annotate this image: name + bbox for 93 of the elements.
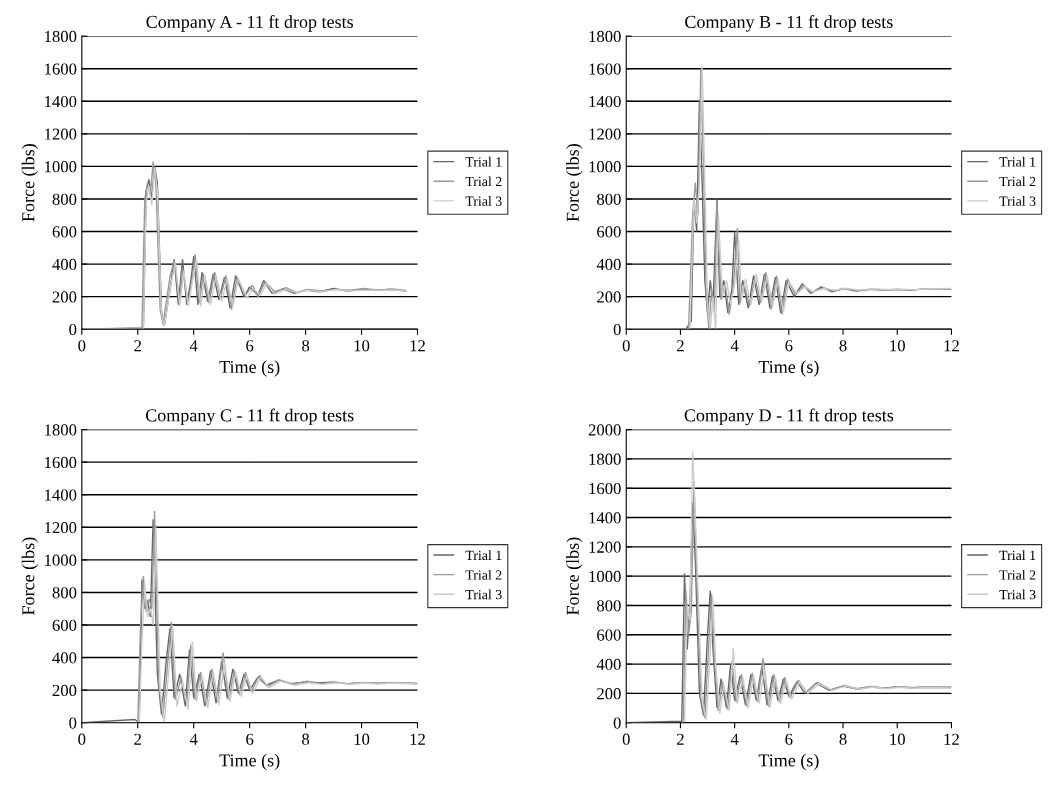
- y-axis-title: Force (lbs): [21, 537, 39, 615]
- y-tick-label: 0: [69, 323, 77, 336]
- x-axis-title: Time (s): [758, 360, 819, 377]
- y-tick-label: 1200: [45, 522, 77, 534]
- y-tick-label: 600: [52, 619, 77, 631]
- y-tick-label: 800: [597, 600, 621, 612]
- x-tick-label: 10: [890, 733, 905, 745]
- y-tick-label: 1800: [45, 424, 77, 436]
- y-tick-label: 1000: [589, 161, 621, 173]
- y-axis-title: Force (lbs): [566, 144, 583, 222]
- chart-title: Company A - 11 ft drop tests: [146, 15, 353, 32]
- x-tick-label: 8: [839, 340, 847, 352]
- x-tick-label: 12: [410, 340, 425, 352]
- legend-label: Trial 3: [465, 589, 502, 600]
- y-tick-label: 600: [597, 226, 621, 238]
- y-tick-label: 0: [613, 717, 621, 729]
- x-tick-label: 2: [134, 733, 142, 745]
- y-tick-label: 800: [597, 193, 621, 205]
- y-tick-label: 1200: [589, 541, 621, 553]
- y-tick-label: 1400: [45, 489, 77, 501]
- y-tick-label: 800: [52, 587, 77, 599]
- y-tick-label: 400: [596, 658, 621, 671]
- legend-label: Trial 2: [465, 176, 502, 187]
- y-tick-label: 1800: [45, 30, 77, 43]
- x-tick-label: 8: [839, 733, 847, 745]
- x-tick-label: 0: [78, 733, 86, 745]
- x-tick-label: 6: [785, 340, 793, 352]
- legend-label: Trial 3: [465, 196, 502, 206]
- y-tick-label: 1400: [589, 512, 621, 524]
- legend-label: Trial 1: [465, 550, 502, 561]
- x-tick-label: 0: [622, 340, 630, 352]
- y-tick-label: 1400: [589, 95, 621, 108]
- y-tick-label: 1000: [589, 570, 621, 583]
- x-axis-title: Time (s): [758, 753, 819, 771]
- x-tick-label: 10: [354, 340, 370, 352]
- y-tick-label: 1600: [589, 63, 621, 75]
- y-tick-label: 200: [597, 291, 621, 303]
- x-tick-label: 4: [730, 733, 739, 745]
- x-tick-label: 2: [677, 733, 684, 745]
- x-tick-label: 2: [677, 340, 684, 352]
- legend-label: Trial 2: [465, 569, 502, 580]
- x-tick-label: 6: [246, 733, 254, 745]
- y-tick-label: 200: [52, 684, 77, 697]
- legend-label: Trial 3: [999, 196, 1036, 206]
- legend-label: Trial 2: [999, 176, 1036, 187]
- y-axis-title: Force (lbs): [21, 144, 39, 222]
- legend-label: Trial 1: [999, 156, 1036, 167]
- y-tick-label: 1200: [589, 128, 621, 140]
- x-axis-title: Time (s): [219, 360, 280, 377]
- x-tick-label: 12: [944, 733, 959, 745]
- y-tick-label: 1600: [589, 482, 621, 495]
- y-tick-label: 1000: [45, 161, 77, 173]
- x-tick-label: 6: [785, 733, 793, 745]
- y-tick-label: 200: [52, 291, 77, 303]
- y-tick-label: 400: [596, 258, 621, 271]
- x-tick-label: 8: [302, 340, 310, 352]
- y-tick-label: 400: [52, 258, 77, 271]
- y-tick-label: 2000: [588, 424, 621, 436]
- legend-label: Trial 1: [465, 156, 502, 167]
- x-tick-label: 0: [78, 340, 86, 352]
- y-tick-label: 1800: [589, 453, 621, 465]
- legend-label: Trial 1: [999, 550, 1036, 561]
- x-tick-label: 6: [246, 340, 254, 352]
- chart-title: Company B - 11 ft drop tests: [685, 15, 893, 32]
- x-tick-label: 0: [622, 733, 630, 745]
- x-axis-title: Time (s): [219, 753, 280, 771]
- x-tick-label: 10: [354, 733, 370, 745]
- x-tick-label: 4: [189, 733, 198, 745]
- y-tick-label: 0: [613, 323, 621, 336]
- x-tick-label: 12: [944, 340, 959, 352]
- x-tick-label: 10: [890, 340, 905, 352]
- x-tick-label: 12: [410, 733, 425, 745]
- legend-label: Trial 2: [999, 569, 1036, 580]
- x-tick-label: 4: [730, 340, 739, 352]
- y-tick-label: 1200: [45, 128, 77, 140]
- y-tick-label: 1600: [45, 63, 77, 75]
- chart-title: Company C - 11 ft drop tests: [145, 408, 354, 426]
- legend-label: Trial 3: [999, 589, 1036, 600]
- y-tick-label: 1800: [589, 30, 621, 43]
- x-tick-label: 2: [134, 340, 142, 352]
- chart-title: Company D - 11 ft drop tests: [684, 408, 894, 426]
- y-tick-label: 400: [52, 652, 77, 664]
- y-tick-label: 200: [597, 688, 621, 700]
- y-tick-label: 1000: [45, 554, 77, 566]
- x-tick-label: 4: [189, 340, 198, 352]
- y-tick-label: 600: [52, 226, 77, 238]
- y-tick-label: 0: [69, 717, 77, 729]
- y-axis-title: Force (lbs): [566, 537, 583, 615]
- y-tick-label: 1600: [45, 456, 77, 469]
- y-tick-label: 800: [52, 193, 77, 205]
- y-tick-label: 600: [597, 629, 621, 641]
- y-tick-label: 1400: [45, 95, 77, 108]
- x-tick-label: 8: [302, 733, 310, 745]
